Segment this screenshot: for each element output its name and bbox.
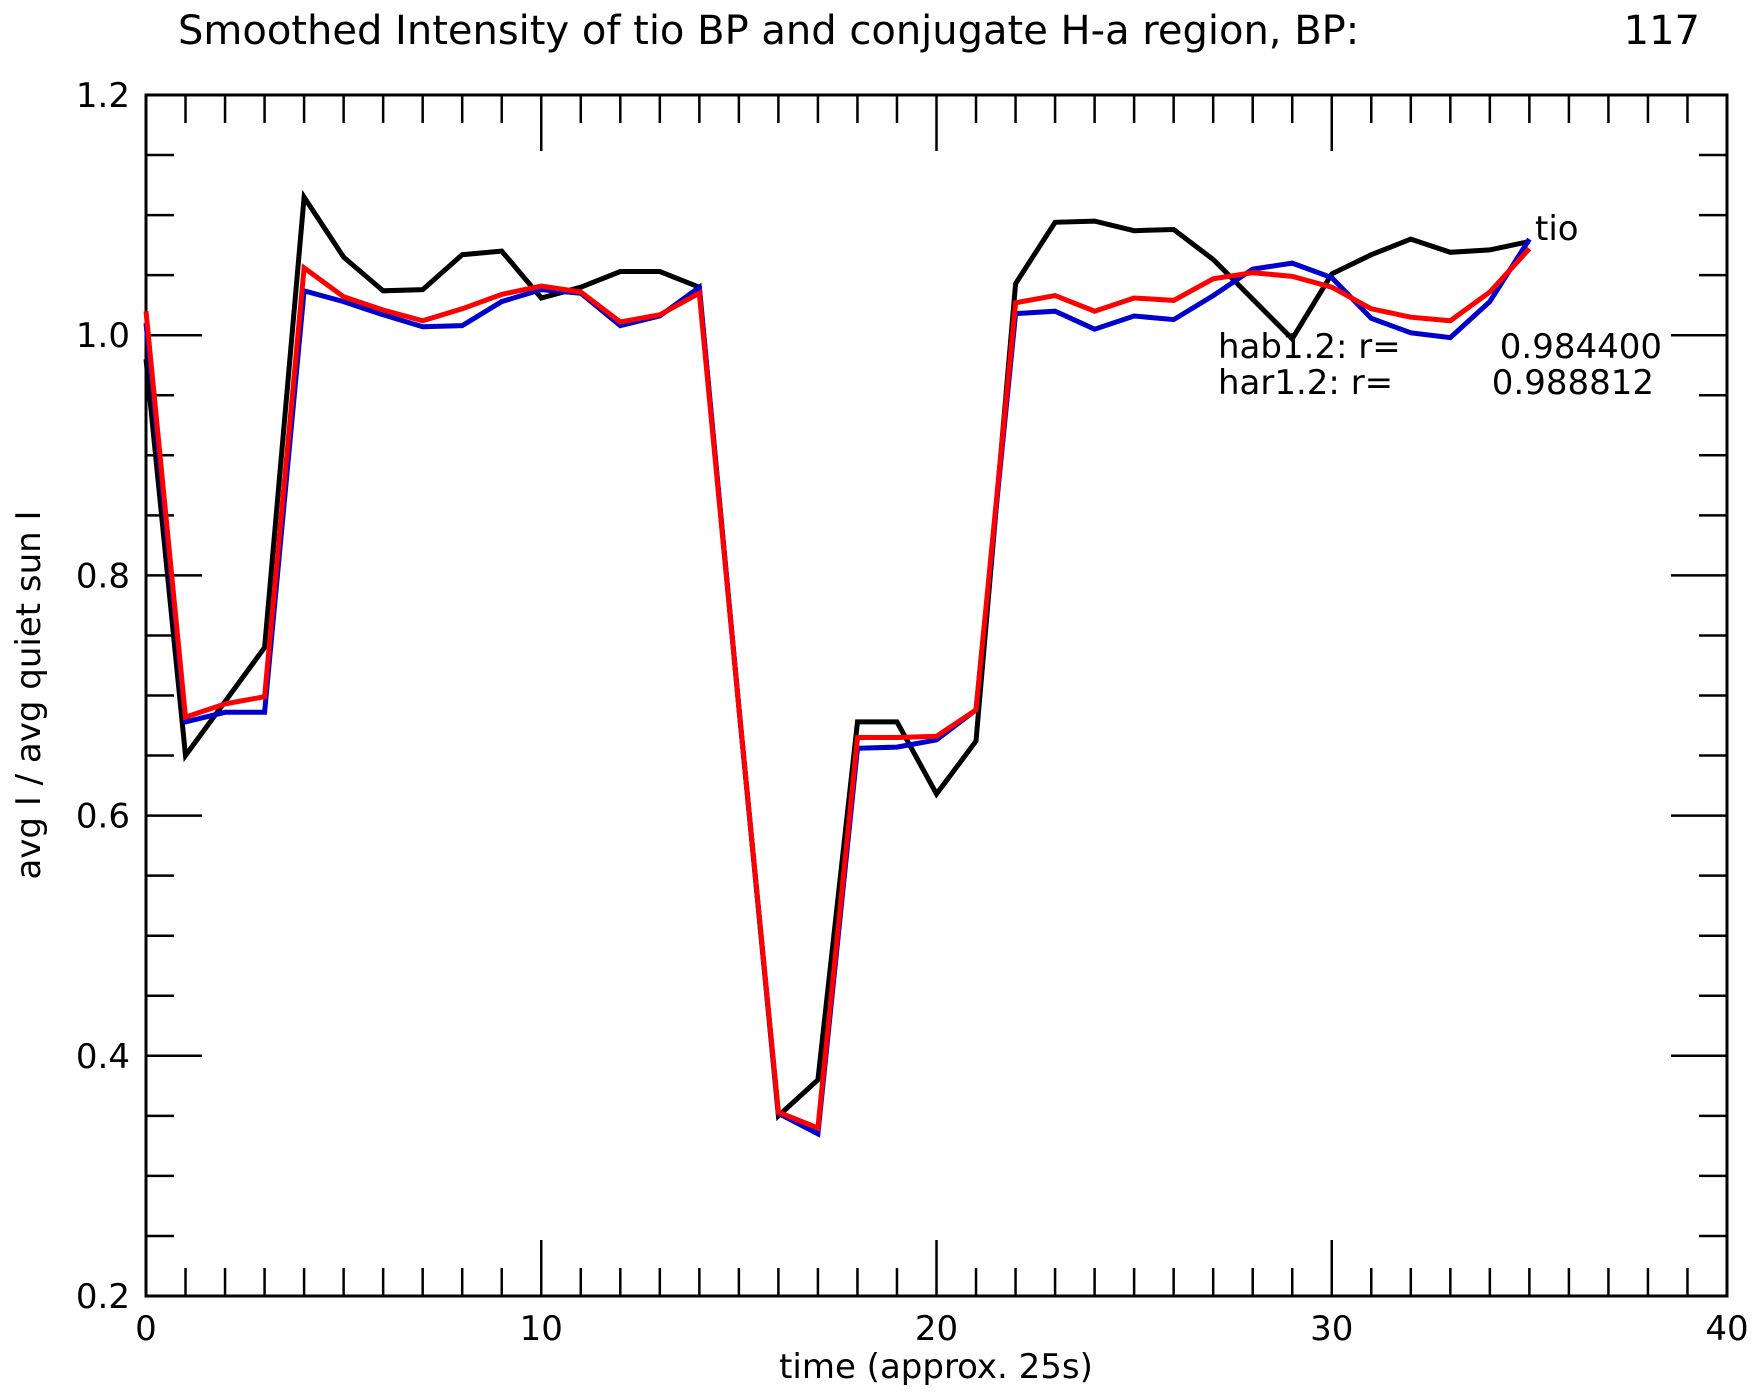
series-line-1 bbox=[143, 189, 1530, 1122]
hab-correlation-value: 0.984400 bbox=[1500, 327, 1662, 367]
x-tick-label: 40 bbox=[1705, 1309, 1748, 1349]
y-tick-label: 0.6 bbox=[76, 797, 130, 837]
axis-ticks bbox=[146, 95, 1727, 1296]
x-tick-label: 10 bbox=[520, 1309, 563, 1349]
har-correlation-value: 0.988812 bbox=[1492, 363, 1654, 403]
y-tick-label: 1.2 bbox=[76, 76, 130, 116]
x-axis-label: time (approx. 25s) bbox=[779, 1347, 1093, 1387]
har-correlation-label: har1.2: r= bbox=[1218, 363, 1393, 403]
series-label-tio: tio bbox=[1535, 209, 1579, 249]
x-tick-label: 30 bbox=[1310, 1309, 1353, 1349]
y-axis-label: avg I / avg quiet sun I bbox=[9, 510, 49, 879]
y-tick-label: 0.2 bbox=[76, 1277, 130, 1317]
y-tick-label: 1.0 bbox=[76, 316, 130, 356]
x-tick-label: 0 bbox=[135, 1309, 157, 1349]
x-tick-label: 20 bbox=[915, 1309, 958, 1349]
plot-frame bbox=[144, 93, 1729, 1298]
hab-correlation-label: hab1.2: r= bbox=[1218, 327, 1401, 367]
y-tick-label: 0.4 bbox=[76, 1037, 130, 1077]
tick-labels: 0 10 20 30 40 0.2 0.4 0.6 0.8 1.0 1.2 bbox=[76, 76, 1749, 1349]
y-tick-label: 0.8 bbox=[76, 556, 130, 596]
chart-title: Smoothed Intensity of tio BP and conjuga… bbox=[178, 8, 1359, 54]
chart-title-number: 117 bbox=[1624, 8, 1700, 54]
series-lines bbox=[143, 189, 1532, 1138]
series-line-3 bbox=[143, 247, 1532, 1132]
